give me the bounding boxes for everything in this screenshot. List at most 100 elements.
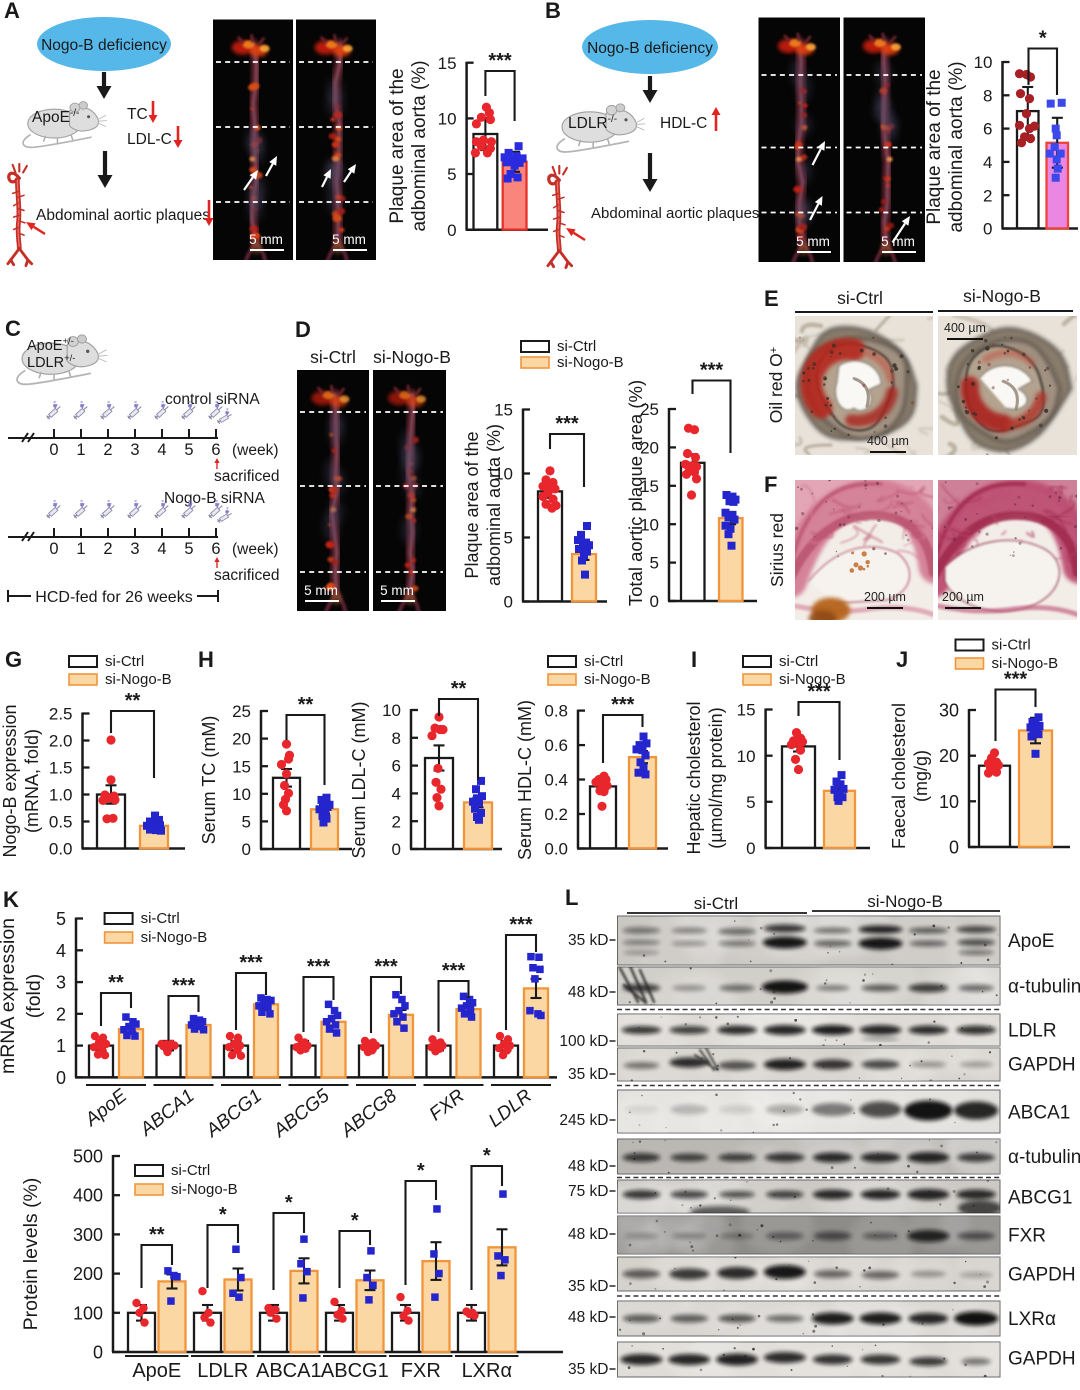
svg-text:GAPDH: GAPDH	[1008, 1265, 1076, 1286]
svg-text:Serum LDL-C (mM): Serum LDL-C (mM)	[349, 701, 369, 858]
svg-text:6: 6	[983, 120, 992, 139]
svg-text:TC: TC	[127, 106, 148, 123]
svg-text:J: J	[896, 647, 908, 672]
svg-text:HDL-C: HDL-C	[660, 115, 707, 132]
svg-text:ApoE: ApoE	[1008, 931, 1054, 952]
svg-text:***: ***	[700, 360, 724, 382]
svg-text:0: 0	[56, 1068, 66, 1088]
svg-text:Nogo-B siRNA: Nogo-B siRNA	[164, 490, 265, 507]
svg-text:ApoE-/-: ApoE-/-	[32, 108, 79, 126]
svg-text:**: **	[451, 678, 467, 700]
svg-text:adbominal aorta (%): adbominal aorta (%)	[484, 424, 504, 586]
svg-text:si-Ctrl: si-Ctrl	[694, 894, 738, 913]
svg-text:4: 4	[392, 785, 401, 804]
svg-text:Abdominal aortic plaques: Abdominal aortic plaques	[36, 207, 210, 224]
svg-text:5 mm: 5 mm	[332, 232, 366, 247]
svg-text:adbominal aorta (%): adbominal aorta (%)	[946, 61, 967, 232]
svg-text:3: 3	[130, 441, 139, 459]
svg-text:***: ***	[374, 956, 398, 978]
svg-text:0.6: 0.6	[544, 736, 568, 755]
svg-text:15: 15	[494, 401, 513, 420]
svg-text:1: 1	[76, 540, 85, 558]
svg-text:6: 6	[392, 757, 401, 776]
svg-text:5: 5	[746, 793, 755, 812]
svg-text:5: 5	[184, 441, 193, 459]
svg-text:48 kD: 48 kD	[568, 984, 609, 1001]
svg-text:3: 3	[56, 973, 66, 993]
svg-text:control siRNA: control siRNA	[165, 391, 260, 408]
svg-text:500: 500	[73, 1147, 103, 1167]
svg-text:Serum TC (mM): Serum TC (mM)	[199, 716, 219, 845]
svg-text:si-Ctrl: si-Ctrl	[837, 288, 883, 308]
svg-text:Plaque area of the: Plaque area of the	[387, 68, 408, 223]
svg-text:0.0: 0.0	[544, 840, 568, 859]
svg-text:0.8: 0.8	[544, 702, 568, 721]
svg-text:si-Nogo-B: si-Nogo-B	[867, 892, 943, 911]
svg-text:0.5: 0.5	[49, 813, 73, 832]
svg-text:si-Ctrl: si-Ctrl	[992, 637, 1031, 654]
svg-text:20: 20	[939, 746, 959, 766]
svg-text:mRNA expression: mRNA expression	[0, 918, 19, 1074]
svg-text:**: **	[149, 1224, 165, 1246]
svg-text:8: 8	[392, 729, 401, 748]
svg-text:Sirius red: Sirius red	[767, 513, 787, 587]
svg-text:Serum HDL-C (mM): Serum HDL-C (mM)	[515, 700, 535, 860]
svg-text:1: 1	[56, 1036, 66, 1056]
svg-text:48 kD: 48 kD	[568, 1226, 609, 1243]
svg-text:0: 0	[242, 840, 251, 859]
svg-text:5 mm: 5 mm	[249, 232, 283, 247]
svg-text:ABCA1: ABCA1	[256, 1360, 322, 1382]
svg-text:0: 0	[93, 1343, 103, 1363]
svg-text:5: 5	[56, 909, 66, 929]
svg-text:*: *	[285, 1192, 293, 1214]
svg-text:6: 6	[211, 441, 220, 459]
svg-text:5: 5	[184, 540, 193, 558]
svg-text:Hepatic cholesterol: Hepatic cholesterol	[684, 701, 704, 854]
svg-text:***: ***	[807, 681, 831, 703]
svg-text:HCD-fed for 26 weeks: HCD-fed for 26 weeks	[35, 589, 192, 606]
svg-text:0.2: 0.2	[544, 805, 568, 824]
svg-text:2.5: 2.5	[49, 705, 73, 724]
svg-text:2: 2	[103, 540, 112, 558]
svg-text:Plaque area of the: Plaque area of the	[924, 69, 945, 224]
svg-text:2.0: 2.0	[49, 732, 73, 751]
svg-text:3: 3	[130, 540, 139, 558]
svg-text:400: 400	[73, 1186, 103, 1206]
svg-text:5: 5	[447, 165, 456, 184]
svg-text:*: *	[483, 1145, 491, 1167]
svg-text:6: 6	[211, 540, 220, 558]
svg-text:A: A	[4, 0, 20, 23]
svg-text:10: 10	[974, 53, 993, 72]
svg-text:20: 20	[640, 439, 659, 458]
svg-text:4: 4	[157, 441, 166, 459]
svg-text:E: E	[764, 286, 779, 311]
svg-text:GAPDH: GAPDH	[1008, 1349, 1076, 1370]
svg-text:(µmol/mg protein): (µmol/mg protein)	[706, 707, 726, 848]
svg-text:0: 0	[392, 840, 401, 859]
svg-text:D: D	[295, 317, 311, 342]
svg-text:10: 10	[640, 515, 659, 534]
svg-text:400 µm: 400 µm	[867, 434, 909, 448]
svg-text:***: ***	[611, 694, 635, 716]
svg-text:**: **	[298, 694, 314, 716]
svg-text:LDLR: LDLR	[197, 1360, 248, 1382]
svg-text:0: 0	[49, 540, 58, 558]
svg-text:ApoE+/-: ApoE+/-	[27, 336, 74, 354]
svg-text:***: ***	[239, 952, 263, 974]
svg-text:B: B	[545, 0, 561, 23]
svg-text:si-Ctrl: si-Ctrl	[584, 653, 623, 670]
svg-text:0.0: 0.0	[49, 840, 73, 859]
svg-text:si-Ctrl: si-Ctrl	[105, 653, 144, 670]
svg-text:(mg/g): (mg/g)	[911, 750, 931, 802]
svg-text:LXRα: LXRα	[462, 1360, 512, 1382]
svg-text:15: 15	[232, 757, 251, 776]
svg-text:100 kD: 100 kD	[559, 1033, 608, 1050]
svg-text:LDLR+/-: LDLR+/-	[27, 353, 75, 371]
svg-text:2: 2	[103, 441, 112, 459]
svg-text:2: 2	[56, 1004, 66, 1024]
svg-text:15: 15	[438, 54, 457, 73]
svg-text:FXR: FXR	[1008, 1226, 1046, 1247]
svg-text:si-Nogo-B: si-Nogo-B	[963, 286, 1041, 306]
svg-text:si-Nogo-B: si-Nogo-B	[557, 354, 624, 371]
svg-text:α-tubulin: α-tubulin	[1008, 977, 1080, 998]
